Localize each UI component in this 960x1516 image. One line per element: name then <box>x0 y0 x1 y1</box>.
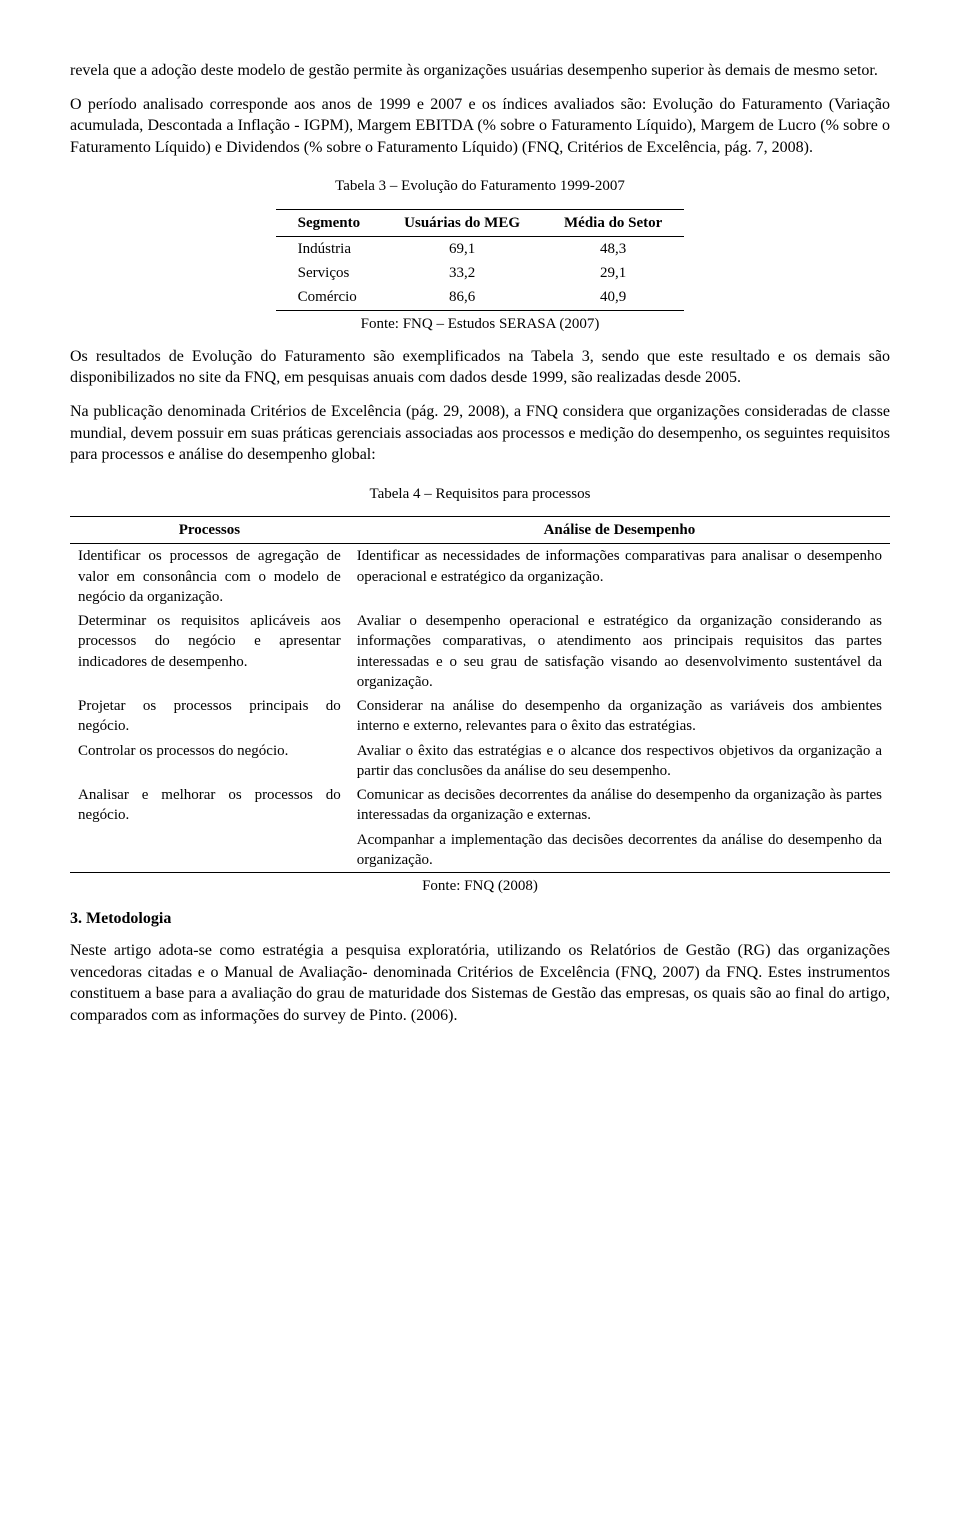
section-heading-metodologia: 3. Metodologia <box>70 908 890 930</box>
table4-cell-anal: Identificar as necessidades de informaçõ… <box>349 544 890 609</box>
table4-header-row: Processos Análise de Desempenho <box>70 517 890 544</box>
table4-row: Determinar os requisitos aplicáveis aos … <box>70 609 890 694</box>
table4-cell-proc: Analisar e melhorar os processos do negó… <box>70 783 349 828</box>
table3-source: Fonte: FNQ – Estudos SERASA (2007) <box>70 314 890 334</box>
table4-cell-proc: Projetar os processos principais do negó… <box>70 694 349 739</box>
table3-caption: Tabela 3 – Evolução do Faturamento 1999-… <box>70 176 890 196</box>
table4-row: Projetar os processos principais do negó… <box>70 694 890 739</box>
paragraph-intro-continued: revela que a adoção deste modelo de gest… <box>70 60 890 82</box>
paragraph-period-analysis: O período analisado corresponde aos anos… <box>70 94 890 159</box>
table3-row: Serviços 33,2 29,1 <box>276 261 685 285</box>
table3-cell-usuarias: 33,2 <box>382 261 542 285</box>
table3-header-row: Segmento Usuárias do MEG Média do Setor <box>276 209 685 236</box>
table3-cell-media: 29,1 <box>542 261 684 285</box>
table4-source: Fonte: FNQ (2008) <box>70 876 890 896</box>
table3-cell-segmento: Indústria <box>276 236 383 261</box>
paragraph-methodology: Neste artigo adota-se como estratégia a … <box>70 940 890 1026</box>
table4-cell-anal: Comunicar as decisões decorrentes da aná… <box>349 783 890 828</box>
table4-cell-proc: Identificar os processos de agregação de… <box>70 544 349 609</box>
table4-header-processos: Processos <box>70 517 349 544</box>
paragraph-results: Os resultados de Evolução do Faturamento… <box>70 346 890 389</box>
table3: Segmento Usuárias do MEG Média do Setor … <box>276 209 685 311</box>
table3-cell-media: 48,3 <box>542 236 684 261</box>
paragraph-criteria: Na publicação denominada Critérios de Ex… <box>70 401 890 466</box>
table3-cell-segmento: Serviços <box>276 261 383 285</box>
table3-row: Comércio 86,6 40,9 <box>276 285 685 310</box>
table4-row: Analisar e melhorar os processos do negó… <box>70 783 890 828</box>
table4-cell-anal: Considerar na análise do desempenho da o… <box>349 694 890 739</box>
table4-header-analise: Análise de Desempenho <box>349 517 890 544</box>
table4-caption: Tabela 4 – Requisitos para processos <box>70 484 890 504</box>
table4: Processos Análise de Desempenho Identifi… <box>70 516 890 873</box>
table3-header-segmento: Segmento <box>276 209 383 236</box>
table3-cell-segmento: Comércio <box>276 285 383 310</box>
table4-cell-anal: Avaliar o desempenho operacional e estra… <box>349 609 890 694</box>
table4-cell-proc: Controlar os processos do negócio. <box>70 739 349 784</box>
table4-cell-proc: Determinar os requisitos aplicáveis aos … <box>70 609 349 694</box>
table4-cell-anal: Acompanhar a implementação das decisões … <box>349 828 890 873</box>
table4-row: Acompanhar a implementação das decisões … <box>70 828 890 873</box>
table4-row: Identificar os processos de agregação de… <box>70 544 890 609</box>
table3-row: Indústria 69,1 48,3 <box>276 236 685 261</box>
table3-cell-usuarias: 86,6 <box>382 285 542 310</box>
table4-cell-proc <box>70 828 349 873</box>
table3-cell-media: 40,9 <box>542 285 684 310</box>
table3-header-media: Média do Setor <box>542 209 684 236</box>
table3-header-usuarias: Usuárias do MEG <box>382 209 542 236</box>
table4-row: Controlar os processos do negócio. Avali… <box>70 739 890 784</box>
table3-cell-usuarias: 69,1 <box>382 236 542 261</box>
table4-cell-anal: Avaliar o êxito das estratégias e o alca… <box>349 739 890 784</box>
